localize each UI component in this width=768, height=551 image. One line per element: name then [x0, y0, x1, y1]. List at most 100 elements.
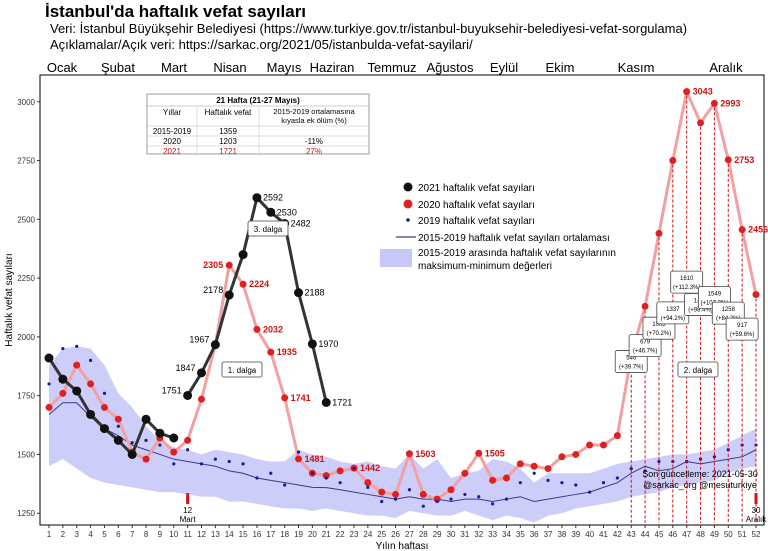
s2021-point	[307, 339, 317, 349]
s2021-data-label: 1970	[318, 339, 338, 349]
excess-box-percent: (+59.6%)	[730, 332, 755, 338]
month-label: Ekim	[546, 60, 575, 75]
excess-box	[725, 317, 759, 341]
s2019-point	[324, 476, 328, 480]
s2019-point	[657, 459, 661, 464]
s2020-data-label: 1741	[291, 393, 311, 403]
x-tick-label: 42	[613, 530, 622, 539]
s2020-point	[600, 441, 608, 449]
s2019-point	[629, 466, 633, 471]
s2020-point	[295, 455, 303, 463]
table-title: 21 Hafta (21-27 Mayıs)	[216, 96, 300, 105]
s2021-point	[321, 397, 331, 407]
x-tick-label: 8	[144, 530, 149, 539]
credits-note: @sarkac_org @mesuturkiye	[643, 480, 757, 490]
s2020-point	[613, 432, 621, 440]
s2019-point	[463, 492, 467, 497]
s2021-point	[183, 390, 193, 400]
s2019-point	[310, 471, 314, 475]
legend-2021-marker	[403, 182, 413, 192]
s2019-point	[144, 438, 148, 442]
s2020-point	[586, 441, 594, 449]
x-tick-label: 28	[419, 530, 428, 539]
x-tick-label: 24	[363, 530, 372, 539]
x-tick-label: 22	[336, 530, 345, 539]
s2019-point	[102, 391, 107, 395]
table-cell: 2020	[163, 137, 181, 146]
x-tick-label: 27	[405, 530, 414, 539]
s2021-point	[72, 386, 82, 396]
x-tick-label: 50	[724, 530, 733, 539]
month-label: Mayıs	[267, 60, 302, 75]
s2021-point	[99, 424, 109, 434]
march12-label: 12	[183, 506, 192, 515]
table-header: 2015-2019 ortalamasına	[273, 107, 355, 116]
s2020-point	[641, 302, 649, 310]
s2019-point	[269, 471, 273, 475]
x-tick-label: 32	[474, 530, 483, 539]
s2019-point	[560, 481, 564, 485]
legend-band-label: maksimum-minimum değerleri	[418, 261, 552, 272]
s2019-point	[477, 495, 481, 499]
x-tick-label: 10	[169, 530, 178, 539]
x-tick-label: 26	[391, 530, 400, 539]
excess-box-percent: (+94.2%)	[661, 316, 686, 322]
x-tick-label: 16	[252, 530, 261, 539]
s2019-point	[255, 476, 259, 480]
excess-box-value: 546	[626, 356, 637, 362]
table-cell: 1721	[219, 147, 237, 156]
s2020-data-label: 1503	[415, 449, 435, 459]
s2021-point	[169, 433, 179, 443]
legend-band-label: 2015-2019 arasında haftalık vefat sayıla…	[418, 248, 616, 259]
x-tick-label: 47	[682, 530, 691, 539]
page-title: İstanbul'da haftalık vefat sayıları	[45, 2, 307, 21]
excess-box-value: 917	[737, 323, 748, 329]
table-cell: 27%	[306, 147, 322, 156]
s2021-data-label: 1847	[175, 363, 195, 373]
x-tick-label: 48	[696, 530, 705, 539]
s2021-line	[47, 357, 175, 458]
s2019-point	[712, 455, 717, 459]
month-label: Şubat	[101, 60, 135, 75]
s2019-point	[186, 448, 190, 452]
s2020-point	[419, 490, 427, 498]
table-cell: 1203	[219, 137, 237, 146]
x-tick-label: 17	[266, 530, 275, 539]
s2020-point	[558, 453, 566, 461]
summary-table	[146, 93, 370, 155]
table-header: kıyasla ek ölüm (%)	[281, 116, 347, 125]
legend-band-marker	[380, 249, 412, 267]
x-tick-label: 19	[294, 530, 303, 539]
s2020-point	[738, 226, 746, 234]
excess-box-value: 679	[640, 340, 651, 346]
s2019-point	[449, 497, 453, 501]
table-header: Yıllar	[163, 108, 182, 117]
y-tick-label: 2250	[17, 274, 35, 283]
excess-box-value: 1337	[666, 307, 680, 313]
source-line: Veri: İstanbul Büyükşehir Belediyesi (ht…	[50, 21, 688, 36]
y-axis-label: Haftalık vefat sayıları	[4, 253, 15, 346]
wave2-label-box	[677, 361, 719, 378]
s2019-point	[421, 504, 425, 508]
s2020-data-label: 2456	[748, 225, 768, 235]
month-label: Ocak	[47, 60, 78, 75]
wave1-label-box	[221, 361, 263, 378]
s2020-point	[475, 449, 483, 457]
s2019-point	[88, 358, 93, 363]
x-tick-label: 20	[308, 530, 317, 539]
s2020-point	[724, 156, 732, 164]
table-cell: -11%	[305, 137, 323, 146]
s2020-data-label: 1442	[360, 463, 380, 473]
y-tick-label: 2750	[17, 157, 35, 166]
s2021-point	[113, 435, 123, 445]
y-tick-label: 3000	[17, 98, 35, 107]
wave3-label: 3. dalga	[254, 225, 283, 234]
s2021-point	[210, 340, 220, 350]
s2020-point	[239, 280, 247, 288]
s2019-point	[283, 483, 287, 487]
s2020-point	[184, 436, 192, 444]
excess-box-percent: (+46.7%)	[633, 349, 658, 355]
s2021-point	[238, 250, 248, 260]
s2019-point	[532, 471, 536, 475]
s2020-point	[697, 119, 705, 127]
